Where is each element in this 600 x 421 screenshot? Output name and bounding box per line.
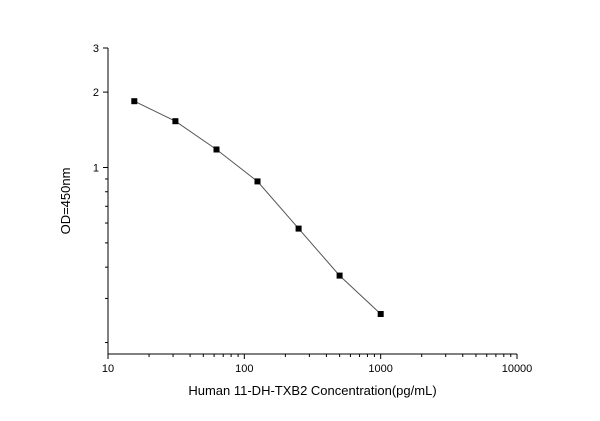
x-axis-title: Human 11-DH-TXB2 Concentration(pg/mL) [188,383,436,398]
data-point [336,272,343,279]
x-tick-label: 1000 [368,363,392,375]
x-tick-label: 100 [235,363,253,375]
y-tick-label: 2 [93,87,99,99]
series-line [134,100,382,315]
data-point [213,146,220,153]
ticks: 10 100 1000 10000 1 2 3 [93,43,532,375]
data-point [254,178,261,185]
y-tick-label: 1 [93,162,99,174]
axes [107,48,517,355]
y-axis-title: OD=450nm [58,168,73,235]
x-tick-label: 10 [102,363,114,375]
y-tick-label: 3 [93,43,99,55]
data-point [295,225,302,232]
x-tick-label: 10000 [502,363,533,375]
data-point [172,118,179,125]
data-point [377,311,384,317]
data-point [131,98,138,105]
series-layer [131,98,384,317]
